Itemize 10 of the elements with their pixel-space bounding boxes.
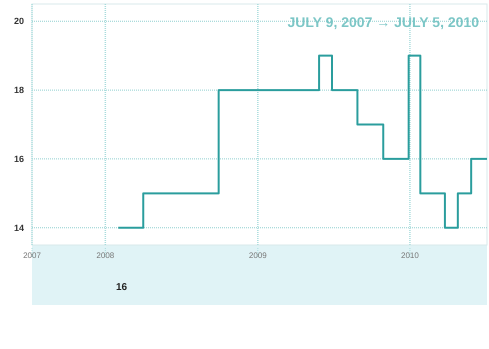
y-tick-label: 16 bbox=[14, 154, 24, 164]
x-tick-label: 2008 bbox=[96, 251, 115, 260]
text: JULY 9, 2007 → JULY 5, 2010 bbox=[288, 14, 480, 30]
x-tick-label: 2010 bbox=[401, 251, 420, 260]
text: 16 bbox=[116, 282, 128, 293]
x-tick-label: 2007 bbox=[23, 251, 42, 260]
y-tick-label: 20 bbox=[14, 16, 24, 26]
x-tick-label: 2009 bbox=[248, 251, 268, 260]
y-tick-label: 14 bbox=[14, 222, 24, 233]
y-tick-label: 18 bbox=[14, 85, 24, 96]
